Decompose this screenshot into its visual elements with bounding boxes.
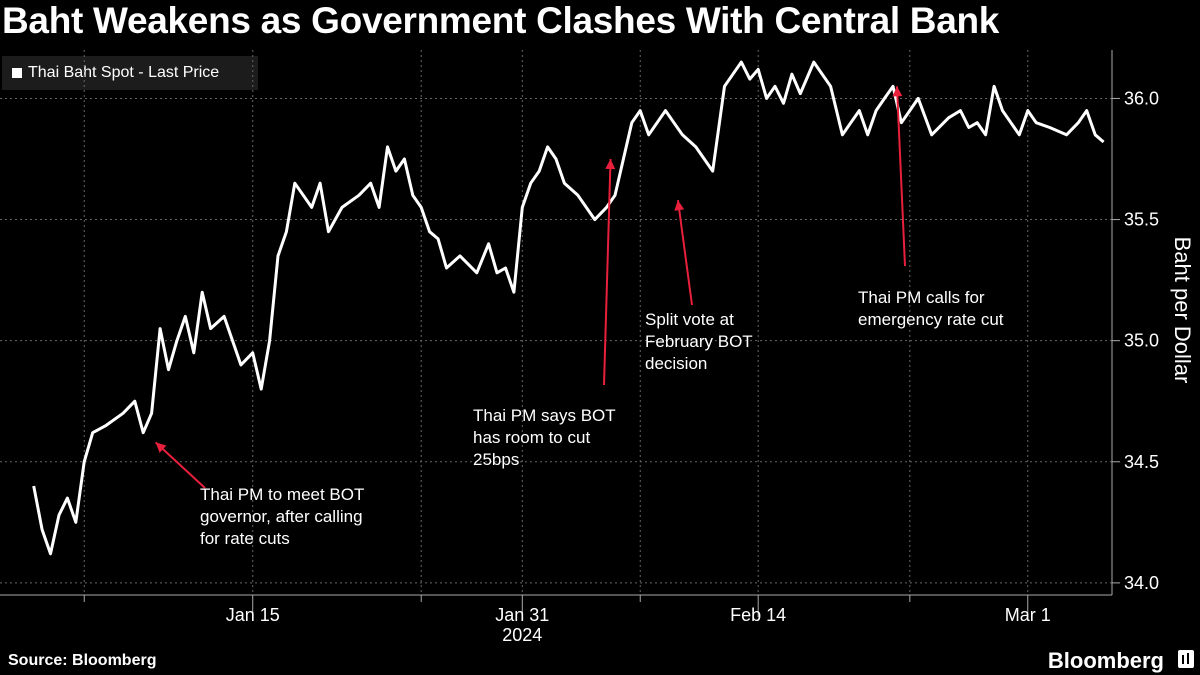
annotation-arrowhead (674, 200, 685, 211)
annotation-line: Thai PM calls for (858, 288, 985, 307)
annotation-line: 25bps (473, 450, 519, 469)
x-tick-label: Mar 1 (1005, 605, 1051, 625)
y-tick-label: 36.0 (1124, 88, 1159, 108)
annotation-text: Thai PM to meet BOT governor, after calli… (200, 485, 364, 548)
annotation-line: decision (645, 354, 707, 373)
x-tick-label: Feb 14 (730, 605, 786, 625)
source-note: Source: Bloomberg (8, 652, 157, 669)
bloomberg-logo: Bloomberg (1047, 648, 1164, 673)
annotation-arrowhead (892, 86, 903, 97)
legend-swatch (12, 68, 22, 78)
annotation-line: February BOT (645, 332, 753, 351)
annotation-arrow (676, 200, 693, 306)
annotation-line: emergency rate cut (858, 310, 1004, 329)
annotation-line: has room to cut (473, 428, 590, 447)
annotation-line: for rate cuts (200, 529, 290, 548)
series-line (32, 60, 1105, 556)
y-tick-label: 35.0 (1124, 331, 1159, 351)
y-axis-ticks: 34.0 34.5 35.0 35.5 36.0 (1112, 88, 1159, 593)
annotation-line: Thai PM says BOT (473, 406, 616, 425)
annotation-arrow (603, 158, 612, 386)
legend: Thai Baht Spot - Last Price (2, 56, 258, 90)
bloomberg-terminal-icon (1178, 650, 1194, 668)
axes (0, 50, 1113, 596)
annotation-arrowhead (605, 159, 616, 170)
y-axis-label: Baht per Dollar (1170, 237, 1195, 384)
annotation-text: Thai PM says BOT has room to cut 25bps (473, 406, 616, 469)
legend-label: Thai Baht Spot - Last Price (28, 64, 220, 81)
gridlines (0, 50, 1112, 595)
x-tick-sublabel: 2024 (502, 625, 542, 645)
annotation-line: Thai PM to meet BOT (200, 485, 364, 504)
x-tick-label: Jan 31 (495, 605, 549, 625)
y-tick-label: 35.5 (1124, 210, 1159, 230)
annotation-line: governor, after calling (200, 507, 363, 526)
annotations-layer: Thai PM to meet BOT governor, after calli… (154, 86, 1004, 548)
annotation-line: Split vote at (645, 310, 734, 329)
annotation-arrow (895, 86, 906, 267)
series-layer (32, 60, 1105, 556)
annotation-text: Thai PM calls for emergency rate cut (858, 288, 1004, 329)
annotation-text: Split vote at February BOT decision (645, 310, 753, 373)
x-tick-label: Jan 15 (226, 605, 280, 625)
y-tick-label: 34.0 (1124, 573, 1159, 593)
annotation-arrow (154, 441, 206, 489)
y-tick-label: 34.5 (1124, 452, 1159, 472)
annotation-arrowhead (155, 442, 167, 453)
chart-title: Baht Weakens as Government Clashes With … (2, 0, 1000, 41)
